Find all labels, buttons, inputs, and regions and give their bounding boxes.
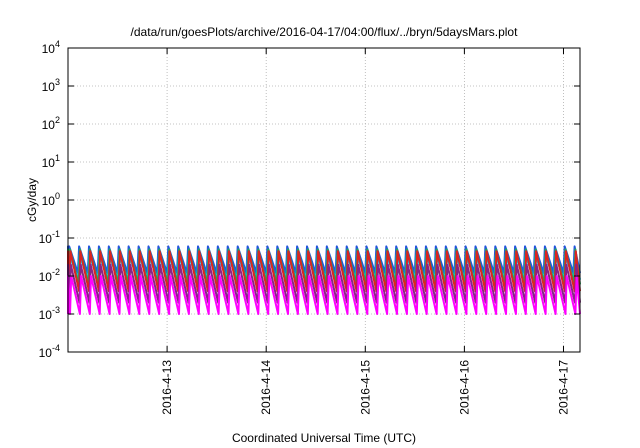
x-tick-label: 2016-4-14 bbox=[259, 360, 273, 415]
y-tick-label: 101 bbox=[42, 153, 60, 170]
y-tick-label: 103 bbox=[42, 77, 60, 94]
y-axis-label: cGy/day bbox=[25, 178, 39, 222]
grid bbox=[68, 47, 580, 353]
chart-title: /data/run/goesPlots/archive/2016-04-17/0… bbox=[131, 25, 519, 39]
y-tick-label: 102 bbox=[42, 115, 60, 132]
series-line bbox=[67, 275, 581, 315]
y-tick-label: 10-2 bbox=[39, 267, 60, 284]
x-tick-label: 2016-4-16 bbox=[457, 360, 471, 415]
y-tick-label: 100 bbox=[42, 191, 60, 208]
x-axis: 2016-4-13 2016-4-14 2016-4-15 2016-4-16 2016… bbox=[160, 48, 570, 415]
y-tick-label: 10-1 bbox=[39, 229, 60, 246]
y-tick-label: 104 bbox=[42, 39, 60, 56]
y-tick-label: 10-4 bbox=[39, 343, 60, 360]
y-tick-label: 10-3 bbox=[39, 305, 60, 322]
series-group bbox=[67, 245, 581, 315]
x-axis-label: Coordinated Universal Time (UTC) bbox=[232, 431, 416, 445]
x-tick-label: 2016-4-17 bbox=[556, 360, 570, 415]
x-tick-label: 2016-4-15 bbox=[358, 360, 372, 415]
plot-frame bbox=[67, 47, 581, 353]
x-tick-label: 2016-4-13 bbox=[160, 360, 174, 415]
